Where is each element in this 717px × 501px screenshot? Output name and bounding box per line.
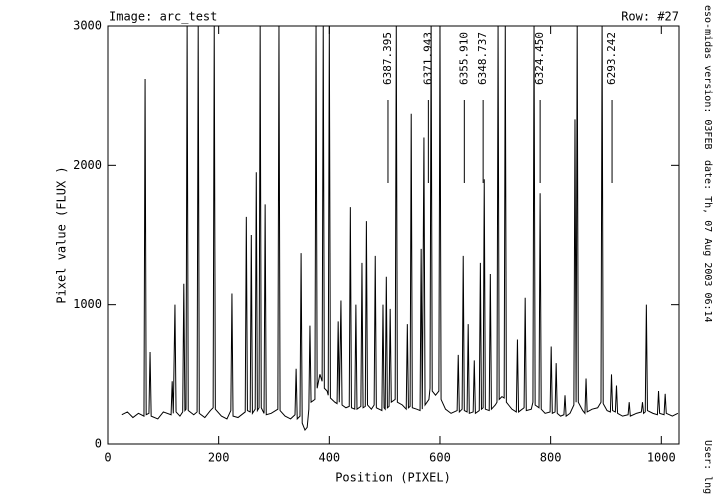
plot-frame (107, 25, 680, 445)
x-tick-label: 0 (104, 451, 111, 465)
image-label: Image: arc_test (109, 10, 217, 24)
info-user: User: lng (702, 440, 713, 494)
y-tick-label: 0 (95, 437, 102, 451)
annotation-label: 6371.943 (421, 32, 434, 85)
annotation-label: 6355.910 (457, 32, 470, 85)
x-tick-label: 800 (540, 451, 562, 465)
y-tick-label: 1000 (73, 297, 102, 311)
spectrum-line (121, 26, 679, 432)
y-tick-label: 2000 (73, 158, 102, 172)
annotation-label: 6348.737 (476, 32, 489, 85)
y-axis-label: Pixel value (FLUX ) (55, 166, 69, 303)
annotation-label: 6387.395 (381, 32, 394, 85)
x-tick-label: 200 (208, 451, 230, 465)
annotation-label: 6293.242 (605, 32, 618, 85)
y-tick-label: 3000 (73, 19, 102, 33)
annotation-label: 6324.450 (533, 32, 546, 85)
info-version: eso-midas version: 03FEB (702, 5, 713, 150)
x-tick-label: 1000 (647, 451, 676, 465)
x-tick-label: 400 (318, 451, 340, 465)
row-label: Row: #27 (621, 10, 679, 24)
info-date: date: Th, 07 Aug 2003 06:14 (702, 160, 713, 323)
x-tick-label: 600 (429, 451, 451, 465)
x-axis-label: Position (PIXEL) (335, 471, 451, 485)
